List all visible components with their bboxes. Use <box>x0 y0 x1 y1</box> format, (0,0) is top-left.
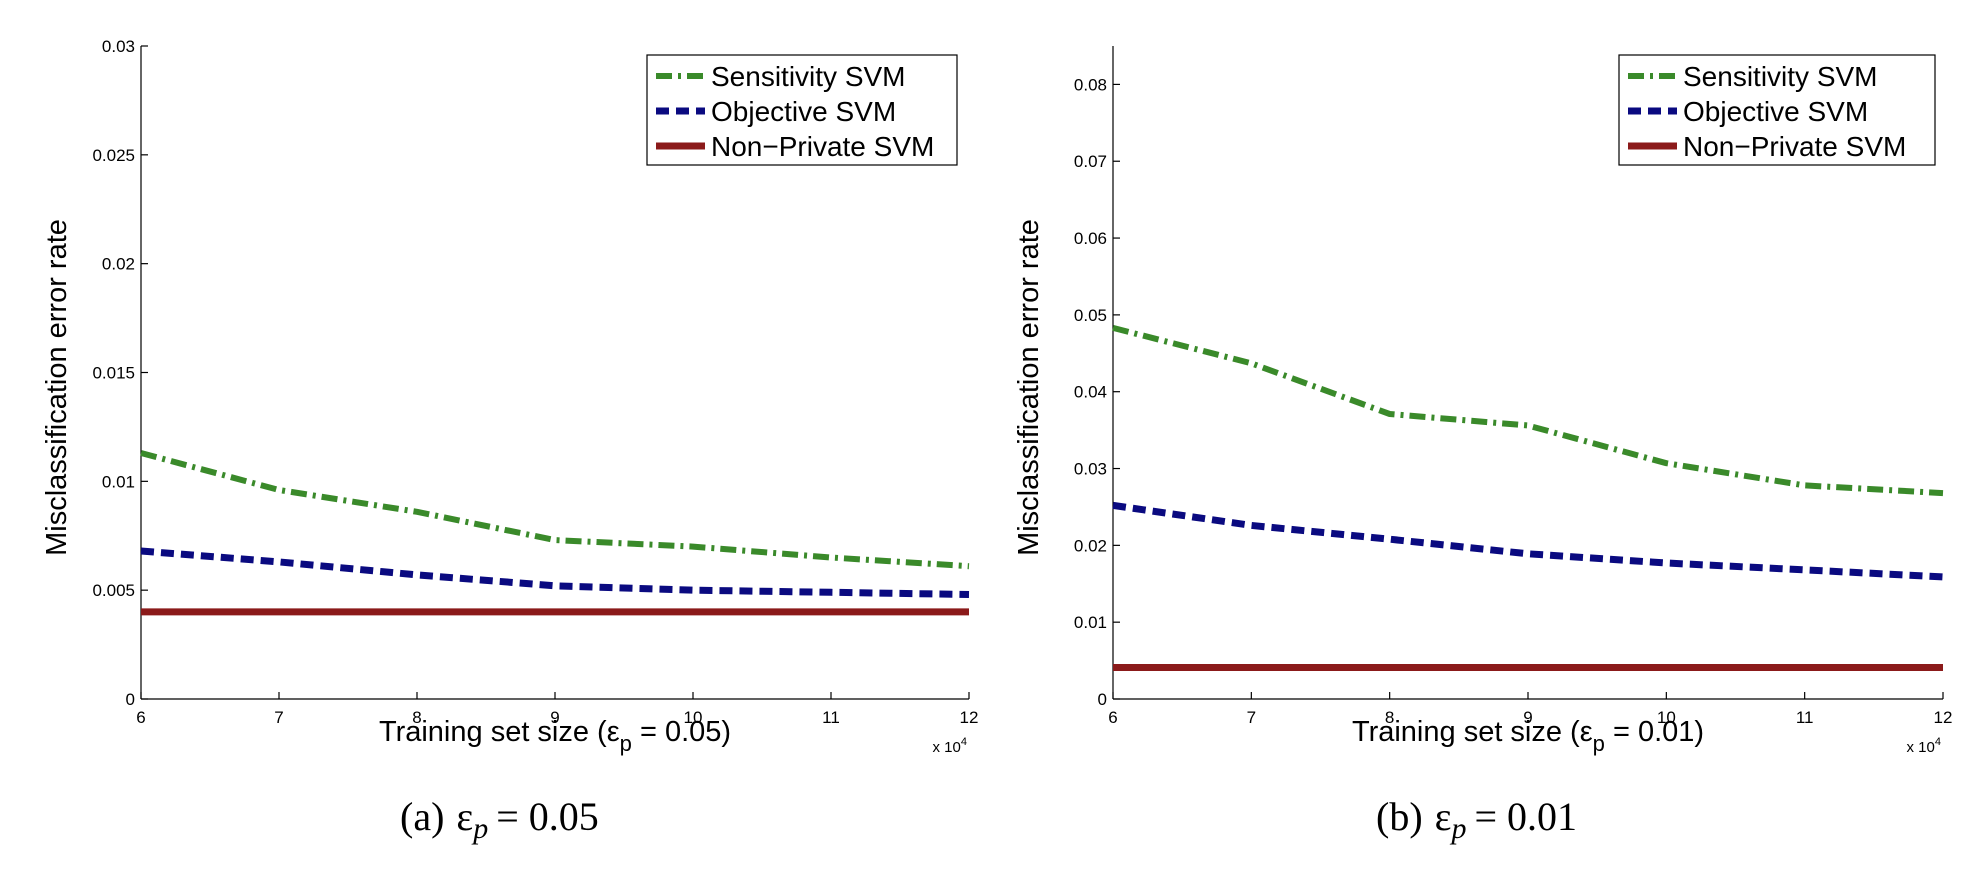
x-tick-label: 8 <box>412 708 421 727</box>
series-line-dashed <box>1112 501 1944 581</box>
x-axis-title-main: Training set size (ε <box>379 716 620 748</box>
x-exponent-power: 4 <box>961 736 967 748</box>
y-tick-label: 0.015 <box>92 364 135 383</box>
y-tick-label: 0 <box>126 690 135 709</box>
x-axis-title-rest: = 0.05) <box>632 716 731 748</box>
panel-b: 0 0.01 0.02 0.03 0.04 0.05 0.06 0.07 0.08 6 7 8 9 10 1… <box>1013 46 1952 845</box>
legend-label: Objective SVM <box>1683 96 1868 127</box>
x-tick-label: 6 <box>1108 708 1117 727</box>
y-axis-title: Misclassification error rate <box>1013 219 1045 556</box>
x-tick-label: 12 <box>960 708 979 727</box>
caption-value: = 0.05 <box>496 794 599 839</box>
x-axis-title-subscript: p <box>620 731 632 756</box>
y-tick-label: 0.02 <box>1074 536 1107 555</box>
series-line-dashdot <box>140 450 970 570</box>
x-axis-title: Training set size (εp = 0.01) <box>1352 716 1704 756</box>
legend-label: Non−Private SVM <box>711 131 934 162</box>
caption-epsilon: ε <box>456 794 473 839</box>
x-tick-label: 9 <box>550 708 559 727</box>
y-tick-label: 0.08 <box>1074 75 1107 94</box>
y-tick-label: 0.05 <box>1074 306 1107 325</box>
y-tick-label: 0.04 <box>1074 383 1107 402</box>
x-axis-title-subscript: p <box>1593 731 1605 756</box>
x-axis-title-main: Training set size (ε <box>1352 716 1593 748</box>
y-tick-label: 0.005 <box>92 581 135 600</box>
panel-caption: (a) εp = 0.05 <box>400 794 599 845</box>
caption-prefix: (b) <box>1376 794 1423 839</box>
x-tick-label: 10 <box>684 708 703 727</box>
x-exponent-base: x 10 <box>933 739 961 756</box>
y-tick-label: 0.025 <box>92 146 135 165</box>
y-tick-label: 0.01 <box>102 472 135 491</box>
panel-a: 0 0.005 0.01 0.015 0.02 0.025 0.03 6 7 8 9 10 11 12 x … <box>41 37 978 845</box>
x-tick-label: 12 <box>1934 708 1953 727</box>
panel-caption: (b) εp = 0.01 <box>1376 794 1577 845</box>
x-exponent-base: x 10 <box>1907 739 1935 756</box>
series-line-dashdot <box>1112 324 1944 497</box>
x-tick-label: 7 <box>1247 708 1256 727</box>
x-axis-title-rest: = 0.01) <box>1605 716 1704 748</box>
legend-label: Sensitivity SVM <box>711 61 906 92</box>
caption-value: = 0.01 <box>1474 794 1577 839</box>
x-tick-label: 8 <box>1385 708 1394 727</box>
caption-epsilon: ε <box>1435 794 1452 839</box>
x-tick-label: 6 <box>136 708 145 727</box>
x-exponent-label: x 104 <box>933 736 967 756</box>
x-axis-title: Training set size (εp = 0.05) <box>379 716 731 756</box>
y-tick-label: 0.06 <box>1074 229 1107 248</box>
legend-label: Sensitivity SVM <box>1683 61 1878 92</box>
caption-prefix: (a) <box>400 794 444 839</box>
y-tick-label: 0.01 <box>1074 613 1107 632</box>
legend-label: Non−Private SVM <box>1683 131 1906 162</box>
y-tick-label: 0.03 <box>1074 460 1107 479</box>
x-tick-label: 11 <box>822 708 840 727</box>
caption-subscript: p <box>1449 812 1466 845</box>
y-axis-title: Misclassification error rate <box>41 219 73 556</box>
x-tick-label: 7 <box>274 708 283 727</box>
x-tick-label: 11 <box>1796 708 1814 727</box>
y-tick-label: 0.07 <box>1074 152 1107 171</box>
y-tick-label: 0.02 <box>102 255 135 274</box>
legend-label: Objective SVM <box>711 96 896 127</box>
y-tick-label: 0 <box>1098 690 1107 709</box>
caption-subscript: p <box>471 812 488 845</box>
x-exponent-power: 4 <box>1935 736 1941 748</box>
x-tick-label: 10 <box>1657 708 1676 727</box>
series-line-dashed <box>140 547 970 598</box>
x-exponent-label: x 104 <box>1907 736 1941 756</box>
x-tick-label: 9 <box>1523 708 1532 727</box>
y-tick-label: 0.03 <box>102 37 135 56</box>
